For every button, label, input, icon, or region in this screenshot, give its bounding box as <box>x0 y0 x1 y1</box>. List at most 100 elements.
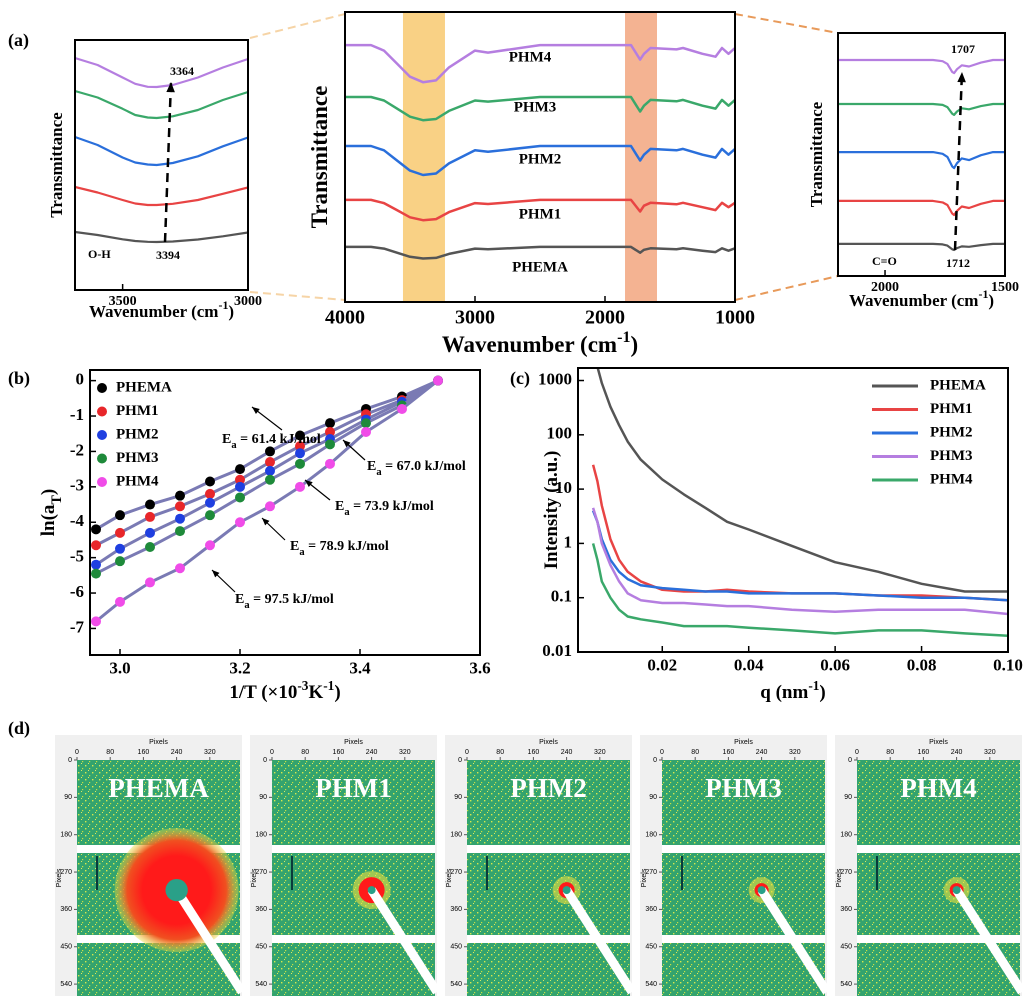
x-tick-label: 1500 <box>991 280 1019 295</box>
y-tick-label: 270 <box>60 869 72 876</box>
x-tick-label: 240 <box>561 749 573 756</box>
y-tick-label: 540 <box>255 981 267 988</box>
data-point <box>295 430 305 441</box>
plot-frame <box>577 367 1009 653</box>
connector <box>734 13 839 34</box>
text-part: ) <box>334 682 340 703</box>
x-tick-label: 160 <box>333 749 345 756</box>
legend-label: PHEMA <box>930 377 986 393</box>
data-point <box>175 563 185 574</box>
y-tick-label: 180 <box>840 832 852 839</box>
beam-center <box>367 886 376 895</box>
annotation: C=O <box>872 254 897 268</box>
text-part: Transmittance <box>307 86 332 229</box>
x-tick-label: 160 <box>918 749 930 756</box>
x-tick-label: 1000 <box>715 307 755 329</box>
data-point <box>235 464 245 475</box>
legend-label: PHM2 <box>930 424 973 440</box>
sample-label: PHEMA <box>108 773 209 803</box>
text-part: = 67.0 kJ/mol <box>382 459 466 474</box>
text-part: a <box>244 600 250 611</box>
x-tick-label: 160 <box>723 749 735 756</box>
detector-gap <box>662 845 825 853</box>
sample-label: PHM4 <box>900 773 976 803</box>
legend-label: PHM1 <box>116 403 159 419</box>
series-label: PHM2 <box>519 151 562 167</box>
x-tick-label: 3000 <box>234 294 262 309</box>
legend-marker <box>97 453 107 464</box>
x-tick-label: 0 <box>660 749 664 756</box>
text-part: K <box>308 682 323 703</box>
x-tick-label: 0 <box>270 749 274 756</box>
arrow-head <box>212 570 220 578</box>
x-tick-label: 240 <box>171 749 183 756</box>
x-tick-label: 3500 <box>109 294 137 309</box>
y-tick-label: 0.1 <box>551 587 572 606</box>
detector-gap <box>662 935 825 943</box>
y-tick-label: 360 <box>645 906 657 913</box>
data-point <box>205 488 215 499</box>
y-tick-label: 0 <box>848 757 852 764</box>
y-tick-label: 10 <box>555 478 572 497</box>
y-tick-label: 360 <box>840 906 852 913</box>
text-part: E <box>367 459 376 474</box>
text-part: -1 <box>218 298 228 312</box>
fit-line <box>95 379 439 566</box>
y-tick-label: 540 <box>60 981 72 988</box>
x-axis-label: Wavenumber (cm-1) <box>89 298 234 321</box>
x-tick-label: 0 <box>75 749 79 756</box>
plot-area <box>91 375 443 627</box>
y-tick-label: 270 <box>450 869 462 876</box>
series-line <box>75 56 248 89</box>
data-point <box>145 542 155 553</box>
data-point <box>295 448 305 459</box>
text-part: Transmittance <box>47 112 66 218</box>
x-tick-label: 3.0 <box>109 658 130 677</box>
data-point <box>325 426 335 437</box>
data-point <box>433 375 443 386</box>
y-tick-label: 0 <box>68 757 72 764</box>
beam-center <box>757 886 766 895</box>
text-part: E <box>335 499 344 514</box>
x-tick-label: 2000 <box>871 280 899 295</box>
x-tick-label: 160 <box>528 749 540 756</box>
annotation: 1707 <box>951 42 975 56</box>
text-part: 1707 <box>951 42 975 56</box>
y-tick-label: 90 <box>844 794 852 801</box>
x-tick-label: 3.2 <box>229 658 250 677</box>
x-tick-label: 2000 <box>585 307 625 329</box>
legend-label: PHM1 <box>930 401 973 417</box>
series-line <box>591 510 1008 602</box>
data-point <box>115 527 125 538</box>
text-part: Wavenumber (cm <box>442 332 617 357</box>
y-axis-label: Transmittance <box>307 86 332 229</box>
x-tick-label: 0.06 <box>820 655 850 674</box>
text-part: ) <box>819 682 825 703</box>
text-part: = 73.9 kJ/mol <box>350 499 434 514</box>
data-point <box>205 497 215 508</box>
text-part: 3364 <box>170 64 194 78</box>
series-label: PHM3 <box>514 99 557 115</box>
beam-stop <box>952 887 1026 995</box>
data-point <box>145 499 155 510</box>
y-tick-label: 180 <box>60 832 72 839</box>
detector-gap <box>272 935 435 943</box>
text-part: ln(a <box>38 504 59 536</box>
data-point <box>265 457 275 468</box>
text-part: a <box>231 440 237 451</box>
x-axis-label: 1/T (×10-3K-1) <box>229 678 340 704</box>
y-axis-title: Pixels <box>641 868 648 887</box>
x-tick-label: 240 <box>756 749 768 756</box>
x-tick-label: 320 <box>594 749 606 756</box>
data-point <box>295 458 305 469</box>
y-tick-label: 90 <box>64 794 72 801</box>
highlight-band <box>402 12 445 302</box>
y-axis-label: Transmittance <box>807 101 826 207</box>
series-line <box>345 43 735 84</box>
plot-frame <box>89 369 481 656</box>
arrow-head <box>957 72 966 83</box>
data-point <box>91 559 101 570</box>
text-part: E <box>222 432 231 447</box>
x-tick-label: 4000 <box>325 307 365 329</box>
